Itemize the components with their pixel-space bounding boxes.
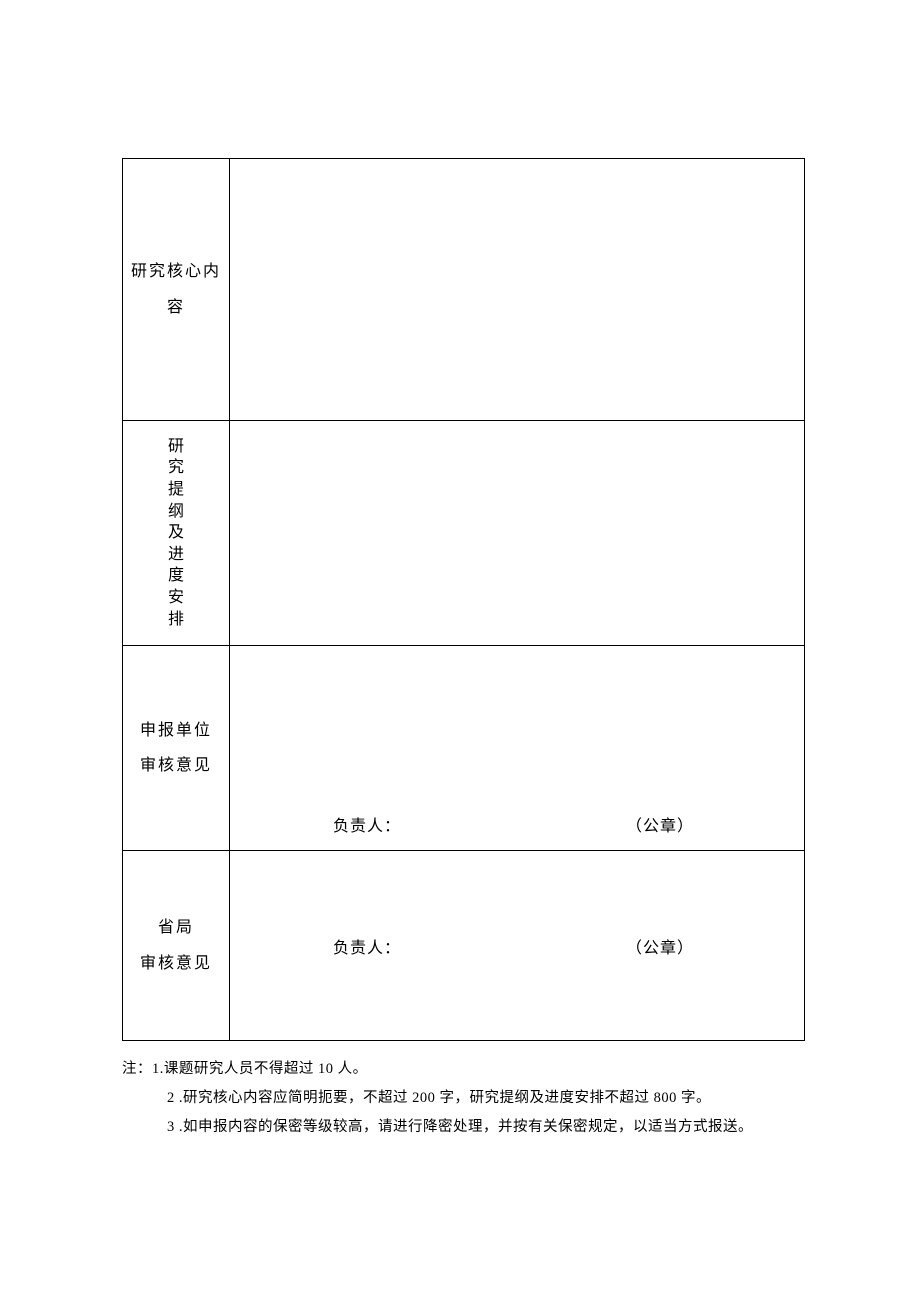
row-unit-review: 申报单位 审核意见 负责人： （公章） bbox=[123, 646, 805, 851]
note-number: 2 bbox=[167, 1084, 179, 1113]
label-research-outline: 研究提纲及进度安排 bbox=[123, 421, 230, 646]
note-prefix: 注： bbox=[122, 1055, 152, 1084]
form-table: 研究核心内容 研究提纲及进度安排 申报单位 审核意见 负责人： （公章） 省局 … bbox=[122, 158, 805, 1041]
signature-line: 负责人： （公章） bbox=[238, 812, 796, 836]
responsible-label: 负责人： bbox=[333, 812, 401, 836]
label-bureau-review: 省局 审核意见 bbox=[123, 851, 230, 1041]
note-item: 3 . 如申报内容的保密等级较高，请进行降密处理，并按有关保密规定，以适当方式报… bbox=[122, 1113, 805, 1142]
row-bureau-review: 省局 审核意见 负责人： （公章） bbox=[123, 851, 805, 1041]
responsible-label: 负责人： bbox=[333, 934, 401, 958]
signature-line: 负责人： （公章） bbox=[238, 934, 796, 958]
notes-section: 注： 1. 课题研究人员不得超过 10 人。 2 . 研究核心内容应简明扼要，不… bbox=[122, 1055, 805, 1142]
note-item: 注： 1. 课题研究人员不得超过 10 人。 bbox=[122, 1055, 805, 1084]
note-text: 如申报内容的保密等级较高，请进行降密处理，并按有关保密规定，以适当方式报送。 bbox=[183, 1113, 753, 1142]
seal-label: （公章） bbox=[626, 934, 694, 958]
label-line: 审核意见 bbox=[129, 946, 223, 981]
label-text: 研究核心内容 bbox=[129, 254, 223, 324]
row-research-outline: 研究提纲及进度安排 bbox=[123, 421, 805, 646]
note-number: 3 bbox=[167, 1113, 179, 1142]
note-number: 1. bbox=[152, 1055, 164, 1084]
label-unit-review: 申报单位 审核意见 bbox=[123, 646, 230, 851]
content-research-core[interactable] bbox=[230, 159, 805, 421]
label-line: 审核意见 bbox=[129, 748, 223, 783]
label-research-core: 研究核心内容 bbox=[123, 159, 230, 421]
content-research-outline[interactable] bbox=[230, 421, 805, 646]
content-bureau-review[interactable]: 负责人： （公章） bbox=[230, 851, 805, 1041]
label-text: 研究提纲及进度安排 bbox=[168, 436, 184, 630]
label-line: 省局 bbox=[129, 910, 223, 945]
label-line: 申报单位 bbox=[129, 713, 223, 748]
seal-label: （公章） bbox=[626, 812, 694, 836]
content-unit-review[interactable]: 负责人： （公章） bbox=[230, 646, 805, 851]
note-text: 课题研究人员不得超过 10 人。 bbox=[164, 1055, 368, 1084]
note-text: 研究核心内容应简明扼要，不超过 200 字，研究提纲及进度安排不超过 800 字… bbox=[183, 1084, 711, 1113]
note-item: 2 . 研究核心内容应简明扼要，不超过 200 字，研究提纲及进度安排不超过 8… bbox=[122, 1084, 805, 1113]
row-research-core: 研究核心内容 bbox=[123, 159, 805, 421]
